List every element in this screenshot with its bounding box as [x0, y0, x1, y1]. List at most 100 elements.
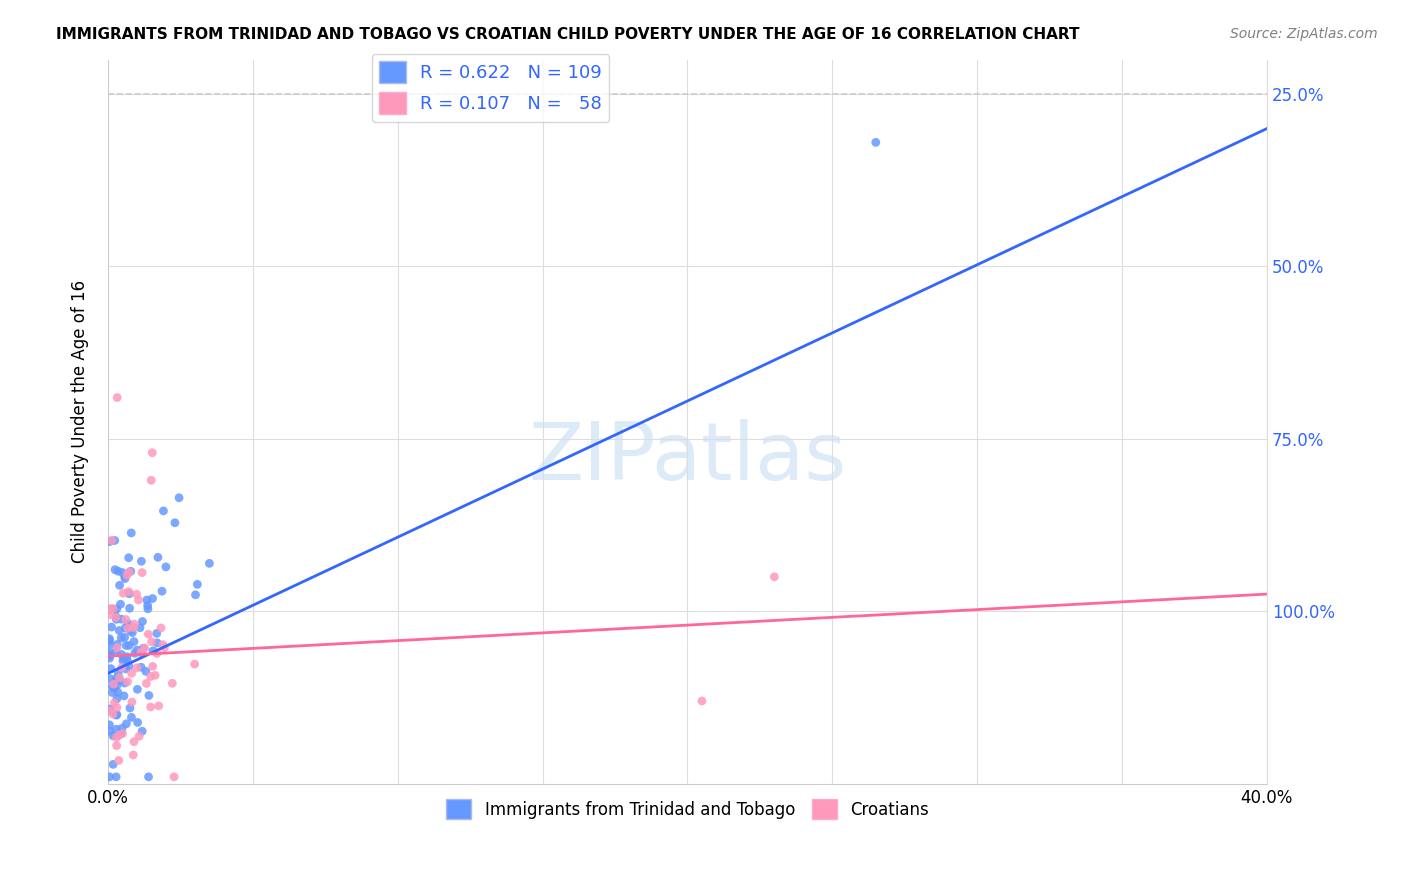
Point: [111, 726, 134, 740]
Point: [110, 631, 132, 645]
Point: [150, 584, 173, 599]
Point: [107, 564, 129, 578]
Point: [128, 729, 150, 743]
Point: [98, 534, 121, 549]
Point: [98, 651, 121, 665]
Point: [98, 603, 121, 617]
Point: [135, 593, 157, 607]
Point: [135, 676, 157, 690]
Point: [184, 588, 207, 602]
Point: [146, 636, 169, 650]
Point: [141, 473, 163, 487]
Point: [110, 727, 132, 741]
Point: [98, 702, 121, 716]
Point: [110, 597, 132, 611]
Point: [127, 682, 149, 697]
Point: [183, 657, 205, 672]
Point: [107, 754, 129, 768]
Point: [163, 516, 186, 530]
Point: [118, 587, 141, 601]
Point: [110, 612, 132, 626]
Point: [105, 609, 128, 624]
Point: [105, 739, 128, 753]
Point: [121, 666, 143, 681]
Point: [146, 626, 169, 640]
Point: [122, 621, 145, 635]
Point: [101, 679, 124, 693]
Legend: Immigrants from Trinidad and Tobago, Croatians: Immigrants from Trinidad and Tobago, Cro…: [440, 792, 935, 826]
Point: [105, 691, 128, 706]
Point: [105, 678, 128, 692]
Point: [146, 550, 169, 565]
Point: [108, 672, 131, 686]
Point: [124, 646, 146, 660]
Point: [167, 491, 190, 505]
Point: [162, 676, 184, 690]
Point: [117, 654, 139, 668]
Point: [186, 577, 208, 591]
Point: [114, 569, 136, 583]
Point: [122, 634, 145, 648]
Point: [112, 689, 135, 703]
Point: [115, 568, 138, 582]
Text: ZIPatlas: ZIPatlas: [529, 419, 846, 497]
Point: [112, 651, 135, 665]
Point: [122, 735, 145, 749]
Point: [108, 578, 131, 592]
Point: [142, 644, 165, 658]
Point: [108, 728, 131, 742]
Point: [138, 770, 160, 784]
Point: [103, 676, 125, 690]
Point: [98, 770, 121, 784]
Point: [104, 610, 127, 624]
Point: [142, 659, 165, 673]
Point: [111, 566, 134, 580]
Point: [131, 566, 153, 580]
Text: Source: ZipAtlas.com: Source: ZipAtlas.com: [1230, 27, 1378, 41]
Point: [131, 724, 153, 739]
Text: IMMIGRANTS FROM TRINIDAD AND TOBAGO VS CROATIAN CHILD POVERTY UNDER THE AGE OF 1: IMMIGRANTS FROM TRINIDAD AND TOBAGO VS C…: [56, 27, 1080, 42]
Point: [114, 662, 136, 676]
Point: [118, 584, 141, 599]
Point: [105, 391, 128, 405]
Point: [139, 669, 162, 683]
Point: [105, 731, 128, 745]
Point: [100, 533, 122, 548]
Point: [125, 587, 148, 601]
Point: [114, 621, 136, 635]
Point: [131, 615, 153, 629]
Point: [120, 624, 142, 638]
Point: [105, 700, 128, 714]
Point: [104, 533, 127, 548]
Point: [105, 708, 128, 723]
Point: [98, 704, 121, 718]
Point: [143, 668, 166, 682]
Point: [135, 665, 157, 679]
Point: [129, 621, 152, 635]
Point: [112, 586, 135, 600]
Point: [101, 757, 124, 772]
Point: [107, 673, 129, 688]
Point: [115, 639, 138, 653]
Point: [98, 638, 121, 652]
Point: [117, 674, 139, 689]
Point: [98, 718, 121, 732]
Point: [103, 677, 125, 691]
Point: [98, 648, 121, 663]
Point: [114, 572, 136, 586]
Point: [198, 557, 221, 571]
Point: [118, 701, 141, 715]
Point: [114, 676, 136, 690]
Point: [136, 627, 159, 641]
Point: [105, 637, 128, 651]
Point: [122, 747, 145, 762]
Point: [98, 632, 121, 646]
Point: [98, 601, 121, 615]
Point: [111, 654, 134, 668]
Point: [146, 647, 169, 661]
Point: [138, 689, 160, 703]
Point: [129, 645, 152, 659]
Point: [104, 644, 127, 658]
Point: [117, 616, 139, 631]
Point: [104, 563, 127, 577]
